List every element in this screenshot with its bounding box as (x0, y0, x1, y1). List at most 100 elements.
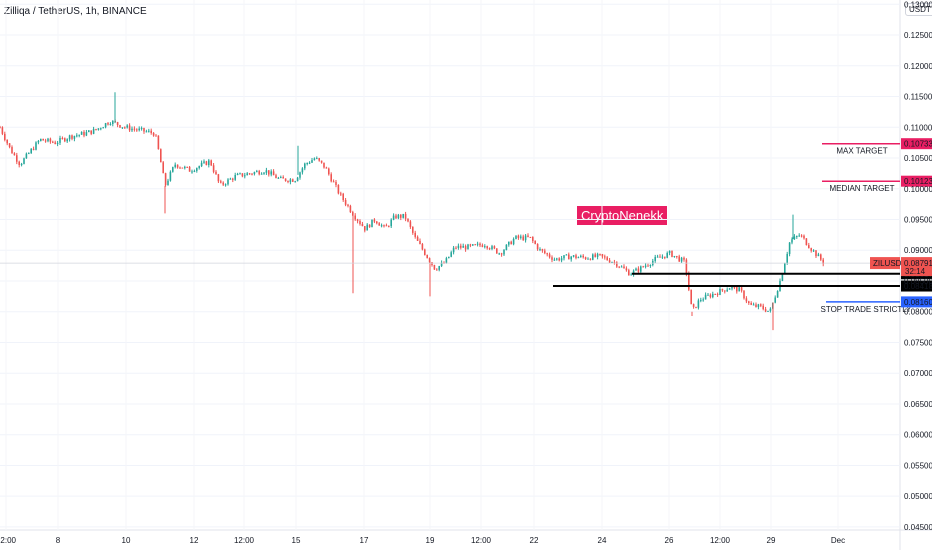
candle-body (354, 215, 356, 220)
price-tag (901, 296, 932, 308)
candle-body (481, 245, 484, 247)
countdown-label: 32:14 (905, 267, 926, 276)
candle-body (486, 246, 488, 249)
candle-body (304, 163, 306, 169)
candle-body (128, 125, 131, 131)
candle-body (35, 142, 37, 150)
x-tick-label: Dec (831, 536, 845, 545)
candle-body (678, 256, 680, 262)
candle-body (534, 240, 536, 244)
candle-body (472, 244, 474, 246)
candle-body (796, 236, 798, 238)
candle-body (383, 225, 385, 227)
candle-body (287, 180, 289, 182)
candle-body (100, 128, 102, 130)
candle-body (76, 135, 78, 137)
candle-body (815, 250, 817, 257)
y-tick-label: 0.12000 (904, 62, 932, 71)
candle-body (330, 174, 332, 182)
candle-body (500, 253, 503, 255)
candle-body (440, 262, 443, 267)
candle-body (301, 168, 304, 173)
candle-body (676, 255, 678, 257)
candle-body (452, 247, 455, 253)
candle-body (505, 244, 508, 251)
candle-body (820, 254, 822, 260)
candle-body (424, 249, 426, 255)
candle-body (496, 248, 498, 254)
candle-body (757, 304, 760, 307)
candle-body (407, 218, 409, 222)
candle-body (491, 246, 493, 250)
candle-body (145, 131, 148, 133)
candle-body (635, 268, 637, 271)
candle-body (748, 301, 750, 304)
candle-body (337, 184, 340, 194)
candle-body (162, 162, 164, 174)
candle-body (697, 300, 700, 308)
candle-body (594, 254, 596, 257)
candle-body (126, 125, 128, 128)
x-tick-label: 12:00 (471, 536, 492, 545)
candle-body (198, 166, 200, 169)
currency-button[interactable]: USDT (905, 3, 932, 16)
price-tag (901, 280, 932, 292)
candle-body (184, 166, 186, 169)
candle-body (546, 253, 548, 255)
candle-body (59, 138, 61, 143)
candle-body (601, 254, 604, 257)
price-tag-label: 0.08418 (904, 282, 932, 291)
candle-body (484, 246, 486, 248)
candle-body (52, 141, 54, 143)
candle-body (229, 178, 232, 180)
candle-body (258, 171, 260, 175)
candle-body (272, 171, 275, 176)
candle-body (294, 181, 296, 183)
x-tick-label: 24 (598, 536, 607, 545)
candle-body (16, 155, 18, 162)
candle-body (632, 270, 635, 275)
candle-body (548, 254, 551, 258)
candle-body (560, 258, 563, 261)
candle-body (467, 244, 469, 250)
current-price-tag (901, 257, 932, 277)
candle-body (47, 138, 49, 142)
level-label: MEDIAN TARGET (829, 184, 894, 193)
candle-body (584, 257, 587, 260)
candle-body (263, 172, 265, 174)
candle-body (596, 253, 599, 257)
candle-body (80, 131, 83, 135)
candle-body (508, 241, 510, 245)
candle-body (107, 123, 109, 125)
candle-body (637, 268, 640, 272)
candle-body (373, 219, 376, 222)
candle-body (580, 255, 582, 258)
candle-body (668, 250, 671, 253)
candle-body (426, 254, 428, 259)
candle-body (616, 262, 618, 267)
candle-body (402, 213, 404, 218)
candle-body (755, 304, 757, 307)
x-tick-label: 12:00 (710, 536, 731, 545)
candle-body (176, 164, 179, 168)
candle-body (215, 171, 217, 175)
candle-body (589, 258, 592, 260)
candle-body (803, 235, 805, 239)
x-tick-label: 19 (426, 536, 435, 545)
candle-body (244, 175, 246, 177)
candle-body (592, 254, 594, 260)
candle-body (1, 127, 4, 134)
candle-body (436, 269, 438, 271)
candle-body (92, 128, 95, 134)
candle-body (733, 286, 736, 288)
candle-body (49, 138, 52, 142)
candle-body (148, 130, 150, 132)
candle-body (191, 171, 193, 173)
candle-body (342, 193, 344, 200)
candle-body (752, 304, 755, 306)
candle-body (349, 205, 352, 213)
candle-body (265, 170, 268, 173)
candle-body (623, 266, 625, 269)
candle-body (220, 181, 222, 183)
